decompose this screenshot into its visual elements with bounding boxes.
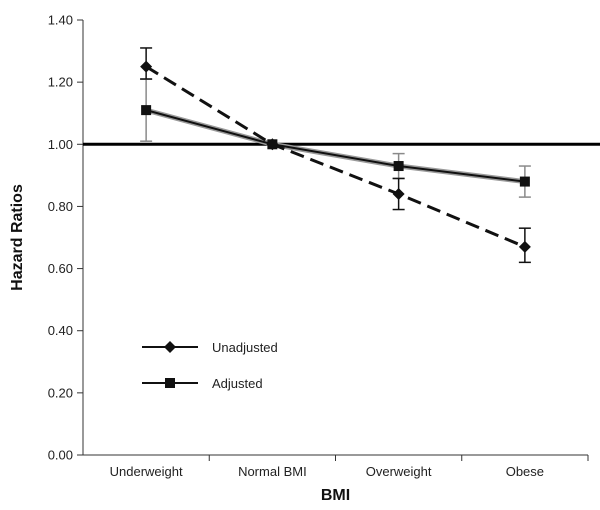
series-unadjusted	[140, 47, 531, 264]
y-tick-label: 0.60	[48, 261, 73, 276]
x-axis-title: BMI	[321, 487, 350, 504]
series-layer	[140, 47, 531, 264]
data-point-unadjusted	[266, 138, 279, 151]
data-point-unadjusted	[518, 240, 531, 253]
x-tick-label: Underweight	[110, 464, 183, 479]
y-tick-label: 0.80	[48, 199, 73, 214]
y-tick-label: 1.00	[48, 137, 73, 152]
x-tick-label: Overweight	[366, 464, 432, 479]
x-tick-label: Obese	[506, 464, 544, 479]
legend-item-adjusted: Adjusted	[142, 376, 263, 391]
data-point-unadjusted	[140, 60, 153, 73]
legend-label-unadjusted: Unadjusted	[212, 340, 278, 355]
y-tick-label: 0.20	[48, 385, 73, 400]
data-point-adjusted	[393, 161, 404, 172]
y-tick-label: 1.20	[48, 75, 73, 90]
legend-item-unadjusted: Unadjusted	[142, 340, 278, 355]
data-point-adjusted	[519, 176, 530, 187]
data-point-unadjusted	[392, 188, 405, 200]
x-tick-label: Normal BMI	[238, 464, 307, 479]
legend-label-adjusted: Adjusted	[212, 376, 263, 391]
y-tick-label: 1.40	[48, 13, 73, 28]
series-line-adjusted	[145, 109, 525, 183]
y-axis-ticks: 0.00 0.20 0.40 0.60 0.80 1.00 1.20 1.40	[48, 13, 83, 463]
series-line-unadjusted	[145, 65, 526, 249]
x-axis-ticks: Underweight Normal BMI Overweight Obese	[110, 455, 589, 479]
legend: Unadjusted Adjusted	[142, 340, 278, 391]
series-line-halo-adjusted	[145, 107, 526, 185]
legend-marker-adjusted	[165, 378, 175, 388]
y-tick-label: 0.40	[48, 323, 73, 338]
series-adjusted	[140, 78, 531, 198]
y-axis-title: Hazard Ratios	[9, 184, 26, 291]
legend-marker-unadjusted	[164, 341, 176, 353]
data-point-adjusted	[141, 105, 152, 116]
y-tick-label: 0.00	[48, 448, 73, 463]
